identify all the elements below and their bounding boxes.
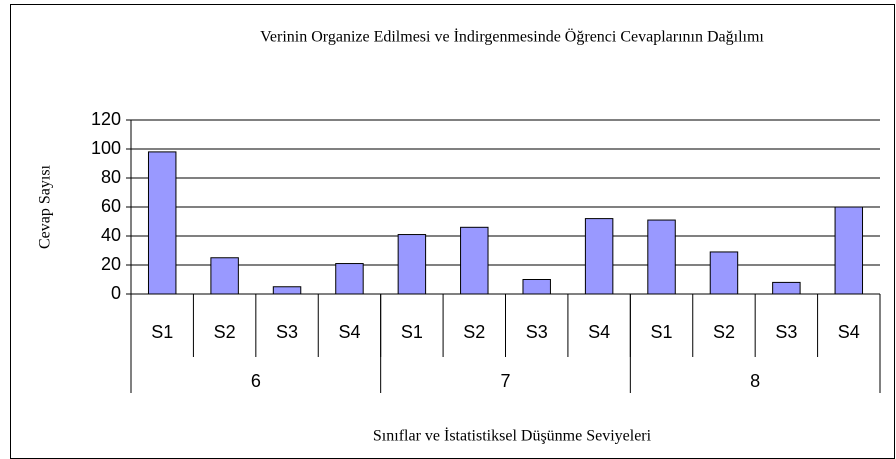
- y-tick-label: 40: [101, 225, 121, 245]
- y-tick-label: 60: [101, 196, 121, 216]
- y-tick-label: 80: [101, 167, 121, 187]
- x-tick-label: S2: [713, 322, 735, 342]
- bar: [397, 234, 427, 295]
- bar: [522, 279, 551, 295]
- bar: [834, 206, 864, 295]
- x-tick-label: S1: [651, 322, 673, 342]
- bar: [709, 251, 739, 295]
- bar: [460, 226, 489, 295]
- group-label: 8: [750, 371, 760, 391]
- x-tick-label: S2: [463, 322, 485, 342]
- x-tick-label: S2: [214, 322, 236, 342]
- group-label: 7: [500, 371, 510, 391]
- y-tick-label: 120: [91, 109, 121, 129]
- group-label: 6: [251, 371, 261, 391]
- x-tick-label: S3: [276, 322, 298, 342]
- x-tick-label: S3: [526, 322, 548, 342]
- y-tick-label: 20: [101, 254, 121, 274]
- x-tick-label: S4: [588, 322, 610, 342]
- y-tick-label: 100: [91, 138, 121, 158]
- bar: [647, 219, 676, 295]
- chart-frame: [10, 4, 895, 459]
- x-tick-label: S4: [838, 322, 860, 342]
- bar: [335, 263, 364, 295]
- bar: [584, 218, 614, 295]
- x-tick-label: S4: [338, 322, 360, 342]
- y-axis-title: Cevap Sayısı: [37, 164, 54, 249]
- x-tick-label: S1: [401, 322, 423, 342]
- bar: [272, 286, 302, 295]
- chart-title: Verinin Organize Edilmesi ve İndirgenmes…: [260, 28, 764, 46]
- bar: [772, 281, 801, 295]
- y-tick-label: 0: [111, 283, 121, 303]
- x-axis-title: Sınıflar ve İstatistiksel Düşünme Seviye…: [373, 427, 652, 445]
- x-tick-label: S3: [775, 322, 797, 342]
- x-tick-label: S1: [151, 322, 173, 342]
- bar: [147, 151, 177, 295]
- bar: [210, 257, 239, 295]
